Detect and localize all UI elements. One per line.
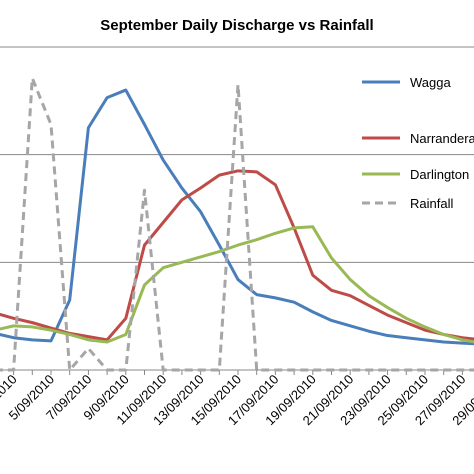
legend-label: Narrandera	[410, 131, 474, 146]
series-line	[0, 169, 474, 342]
legend-label: Rainfall	[410, 196, 453, 211]
chart-title: September Daily Discharge vs Rainfall	[100, 17, 373, 34]
series-line	[0, 225, 474, 344]
legend-label: Wagga	[410, 75, 451, 90]
series-line	[0, 88, 474, 346]
series-line	[0, 76, 474, 372]
legend-label: Darlington	[410, 167, 469, 182]
